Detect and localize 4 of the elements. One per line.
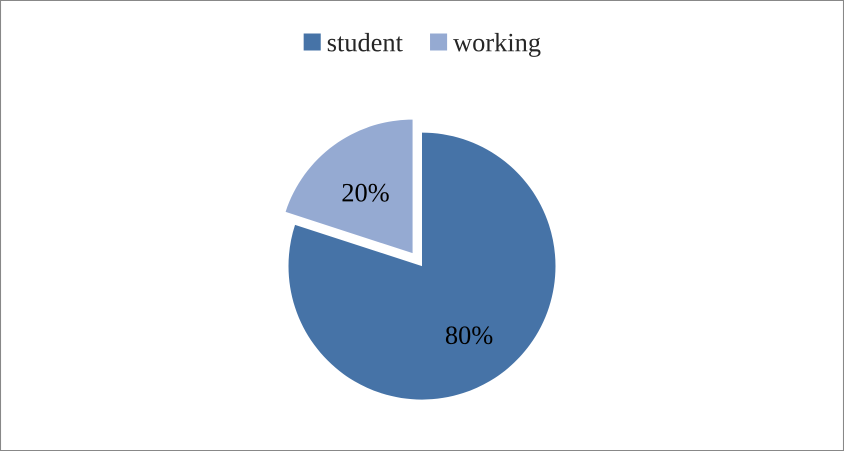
legend-label: student xyxy=(328,32,403,52)
data-label: 20% xyxy=(342,184,389,202)
legend-label: working xyxy=(453,32,541,57)
data-label: 80% xyxy=(446,326,492,344)
